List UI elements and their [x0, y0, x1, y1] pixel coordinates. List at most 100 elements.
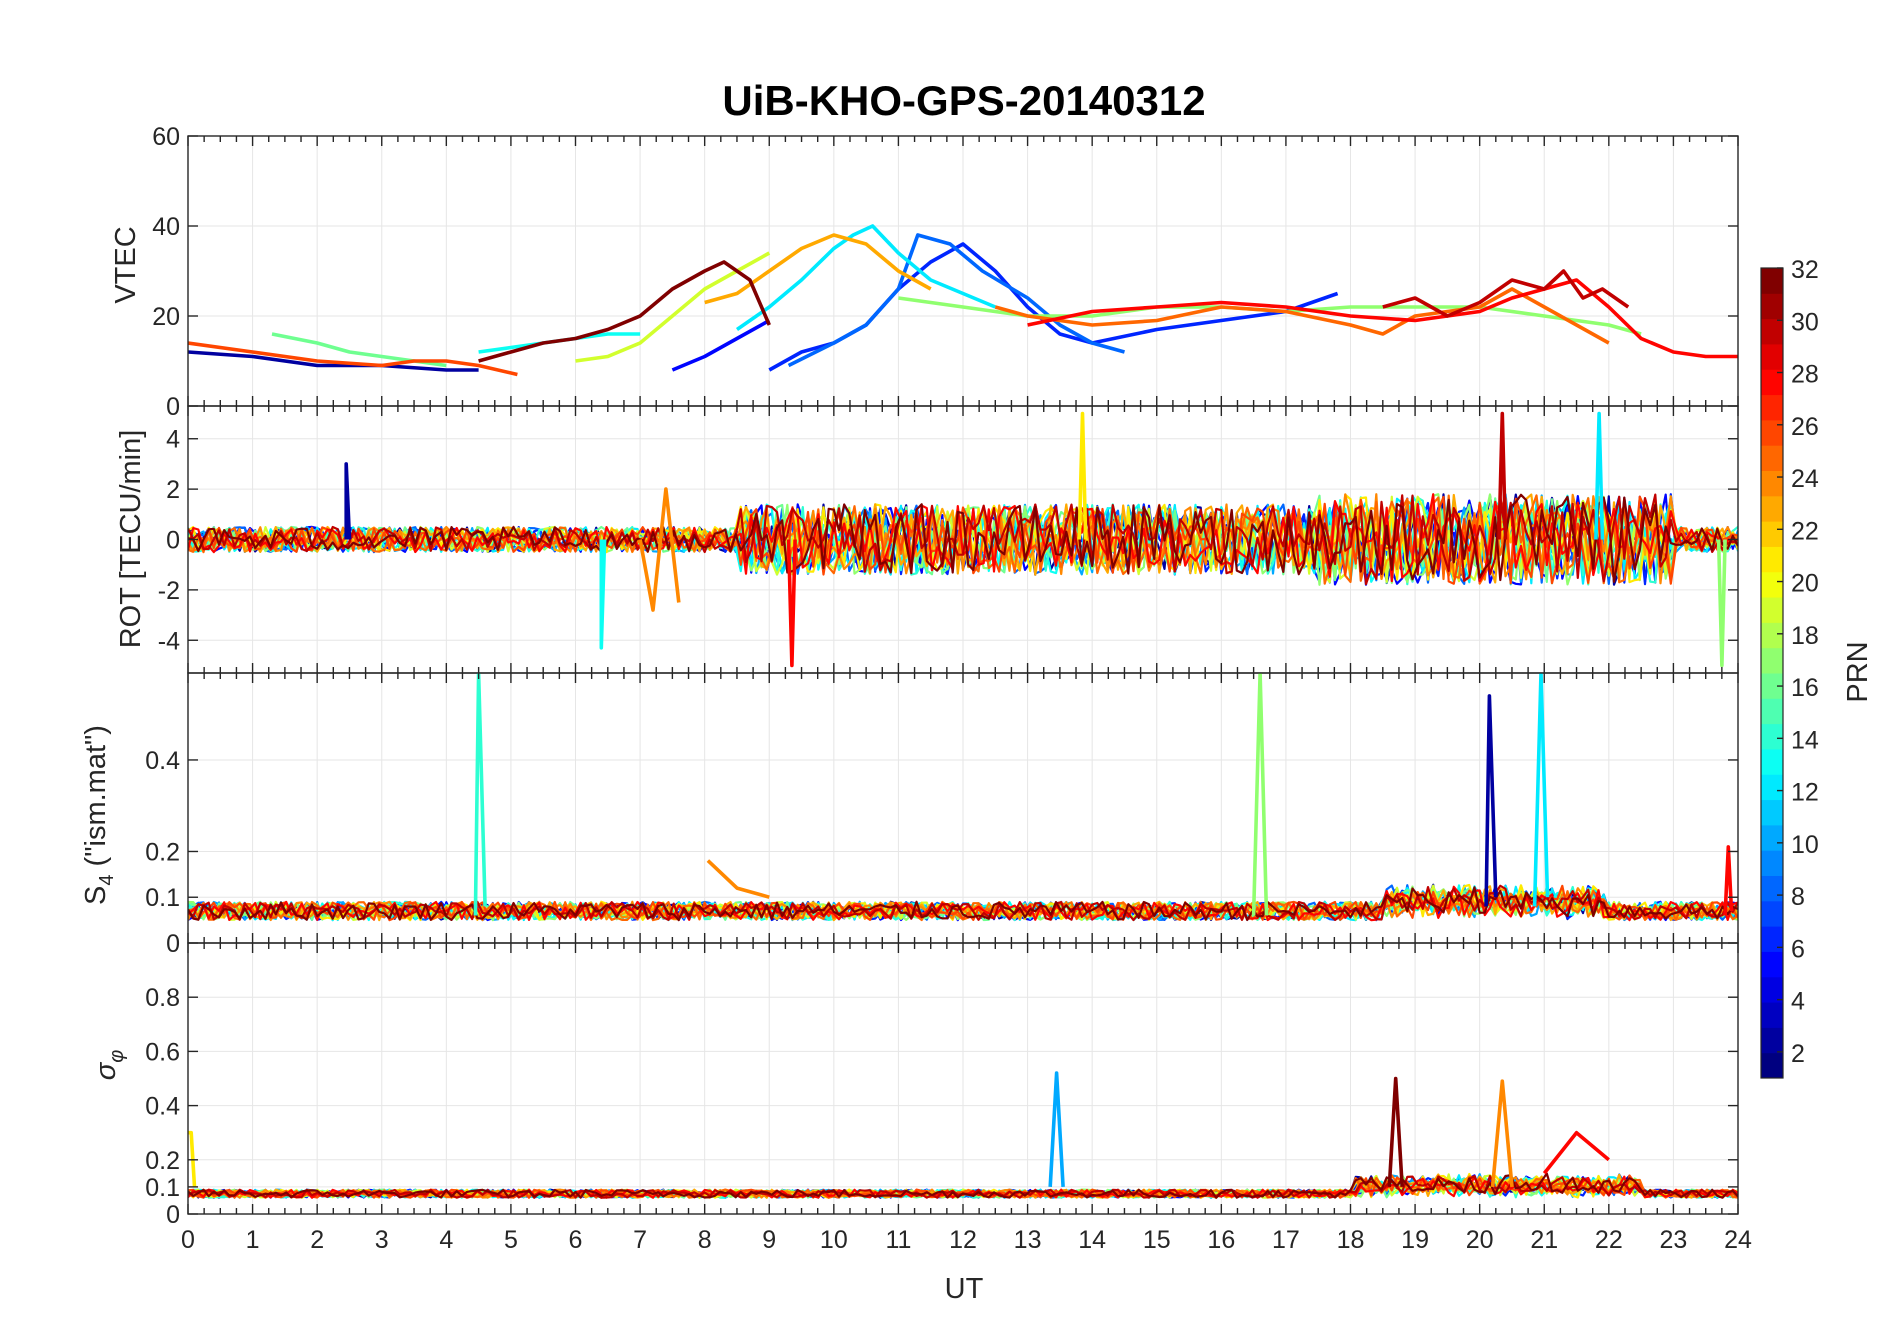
colorbar-swatch [1761, 293, 1783, 320]
sigma_phi-series-prn32 [1387, 1076, 1404, 1188]
sigma-phi-axis-label: σφ [90, 1050, 128, 1081]
x-tick-label: 13 [1014, 1226, 1042, 1254]
colorbar-swatch [1761, 1002, 1783, 1028]
colorbar-tick-label: 30 [1791, 308, 1819, 336]
colorbar-swatch [1761, 445, 1783, 471]
rot-ytick-label: -2 [158, 577, 180, 605]
s4-ytick-label: 0 [166, 930, 180, 958]
sigma_phi-ytick-label: 0.8 [145, 984, 180, 1012]
s4-subscript: 4 [96, 875, 118, 886]
colorbar-swatch [1761, 673, 1783, 699]
vtec-series-prn28 [1027, 278, 1738, 359]
x-tick-label: 11 [885, 1226, 911, 1254]
s4-axis-label: S4 ("ism.mat") [80, 725, 118, 905]
vtec-ytick-label: 60 [152, 123, 180, 151]
rot-trace-prn26 [188, 495, 1738, 585]
sigma_phi-series-prn28 [1542, 1130, 1610, 1175]
x-tick-label: 12 [949, 1226, 977, 1254]
colorbar-swatch [1761, 546, 1783, 573]
x-tick-label: 17 [1272, 1226, 1300, 1254]
vtec-series-prn25 [994, 287, 1610, 345]
s4-trace-prn32 [188, 886, 1738, 922]
s4-panel: 0 0.1 0.2 0.4 [145, 672, 1739, 958]
s4-ytick-label: 0.2 [145, 838, 180, 866]
vtec-series-prn5 [671, 318, 771, 372]
colorbar-swatch [1761, 875, 1783, 902]
phi-subscript: φ [106, 1050, 128, 1063]
vtec-panel: 0 20 40 60 [152, 123, 1739, 421]
vtec-series-prn23 [704, 233, 932, 305]
vtec-axis-label: VTEC [110, 226, 142, 303]
colorbar-swatch [1761, 748, 1783, 775]
rot-series-prn21 [1077, 411, 1088, 540]
sigma_phi-ytick-label: 0.2 [145, 1147, 180, 1175]
colorbar-tick-label: 8 [1791, 883, 1805, 911]
colorbar-tick-label: 22 [1791, 517, 1819, 545]
colorbar-tick-label: 24 [1791, 465, 1819, 493]
x-tick-label: 19 [1401, 1226, 1429, 1254]
rot-series-prn13 [599, 539, 607, 650]
s4-series-prn12 [1532, 673, 1550, 907]
rot-series-prn2 [344, 462, 352, 540]
colorbar-swatch [1761, 1027, 1783, 1054]
colorbar-tick-label: 18 [1791, 622, 1819, 650]
x-tick-label: 3 [375, 1226, 389, 1254]
rot-series-prn12 [1594, 411, 1605, 540]
colorbar-tick-label: 10 [1791, 831, 1819, 859]
colorbar-tick-label: 20 [1791, 570, 1819, 598]
x-tick-label: 24 [1724, 1226, 1752, 1254]
colorbar-swatch [1761, 774, 1783, 801]
colorbar-tick-label: 16 [1791, 674, 1819, 702]
rot-ytick-label: -4 [158, 627, 180, 655]
sigma_phi-traces [188, 1071, 1738, 1199]
s4-series-prn17 [1251, 673, 1269, 916]
rot-ytick-label: 2 [166, 476, 180, 504]
colorbar-label: PRN [1842, 641, 1874, 702]
s4-series-prn28 [1723, 845, 1734, 916]
vtec-ytick-label: 0 [166, 393, 180, 421]
x-tick-label: 9 [762, 1226, 776, 1254]
rot-trace-prn24 [188, 493, 1738, 585]
vtec-series-prn13 [478, 332, 641, 354]
vtec-ytick-label: 20 [152, 303, 180, 331]
colorbar-tick-label: 28 [1791, 361, 1819, 389]
vtec-series-prn12 [735, 224, 996, 331]
x-tick-label: 8 [698, 1226, 712, 1254]
x-tick-label: 21 [1530, 1226, 1558, 1254]
colorbar-tick-label: 26 [1791, 413, 1819, 441]
colorbar-swatch [1761, 799, 1783, 826]
colorbar-swatch [1761, 723, 1783, 750]
colorbar-tick-label: 14 [1791, 726, 1819, 754]
colorbar-swatch [1761, 571, 1783, 598]
x-tick-label: 16 [1207, 1226, 1235, 1254]
vtec-series-prn19 [575, 251, 771, 363]
colorbar-swatch [1761, 318, 1783, 345]
vtec-series-prn6 [768, 242, 1339, 372]
rot-axis-label: ROT [TECU/min] [115, 430, 147, 649]
vtec-ytick-label: 40 [152, 213, 180, 241]
colorbar-tick-label: 6 [1791, 935, 1805, 963]
vtec-series-prn32 [478, 260, 771, 363]
vtec-series-prn2 [188, 350, 479, 372]
colorbar-tick-label: 4 [1791, 988, 1805, 1016]
rot-traces [188, 411, 1738, 668]
colorbar-swatch [1761, 1052, 1783, 1079]
colorbar-swatch [1761, 647, 1783, 674]
x-tick-label: 0 [181, 1226, 195, 1254]
sigma_phi-ytick-label: 0 [166, 1201, 180, 1229]
colorbar-swatch [1761, 824, 1783, 851]
x-tick-label: 4 [439, 1226, 453, 1254]
s4-ytick-label: 0.1 [145, 884, 180, 912]
colorbar-tick-label: 2 [1791, 1040, 1805, 1068]
s4-ytick-label: 0.4 [145, 747, 180, 775]
colorbar-swatch [1761, 495, 1783, 522]
x-axis-label: UT [945, 1273, 984, 1305]
colorbar-swatch [1761, 419, 1783, 446]
sigma_phi-ytick-label: 0.4 [145, 1093, 180, 1121]
colorbar-swatch [1761, 369, 1783, 396]
s4-series-prn24 [706, 859, 770, 899]
sigma_phi-trace-prn32 [188, 1172, 1738, 1199]
vtec-series-prn26 [188, 341, 518, 377]
x-tick-label: 1 [246, 1226, 260, 1254]
